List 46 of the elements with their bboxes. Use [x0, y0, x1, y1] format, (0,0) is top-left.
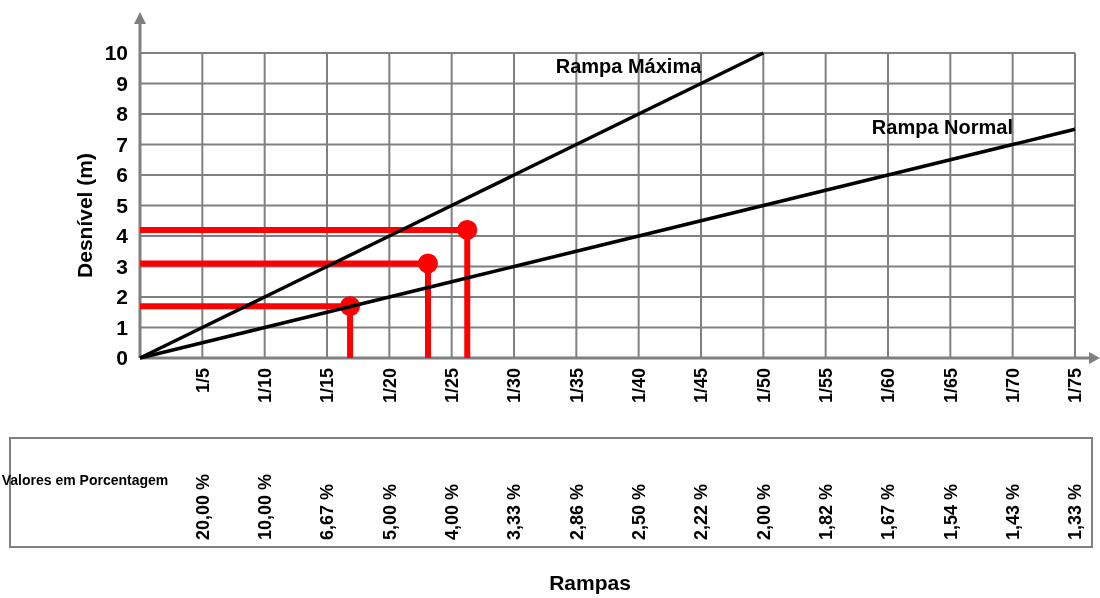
- text: 2,22 %: [691, 483, 712, 540]
- x-tick-label: 1/75: [1065, 368, 1086, 404]
- text: 2,00 %: [753, 483, 774, 540]
- y-tick-label: 10: [104, 41, 128, 65]
- text: 6,67 %: [317, 483, 338, 540]
- y-tick-label: 6: [116, 163, 128, 187]
- y-tick-label: 3: [116, 254, 128, 278]
- x-tick-label: 1/25: [441, 368, 462, 404]
- text: Valores em Porcentagem: [1, 472, 169, 488]
- text: 20,00 %: [192, 473, 213, 540]
- x-tick-label: 1/65: [940, 368, 961, 404]
- text: 1,54 %: [940, 483, 961, 540]
- text: Rampas: [549, 571, 631, 594]
- text: 4,00 %: [441, 483, 462, 540]
- x-tick-label: 1/70: [1002, 368, 1023, 404]
- y-tick-label: 1: [116, 315, 129, 339]
- text: 10,00 %: [254, 473, 275, 540]
- text: 5,00 %: [379, 483, 400, 540]
- text: 1,43 %: [1002, 483, 1023, 540]
- x-tick-label: 1/40: [628, 368, 649, 404]
- series-label: Rampa Normal: [871, 116, 1013, 139]
- series-label: Rampa Máxima: [555, 55, 703, 78]
- y-tick-label: 2: [116, 285, 128, 309]
- x-tick-label: 1/50: [753, 368, 774, 404]
- y-tick-label: 4: [116, 224, 129, 248]
- x-tick-label: 1/30: [504, 368, 525, 404]
- text: 1,67 %: [878, 483, 899, 540]
- x-tick-label: 1/5: [192, 368, 213, 394]
- x-tick-label: 1/60: [878, 368, 899, 404]
- text: 1,82 %: [815, 483, 836, 540]
- x-tick-label: 1/15: [317, 368, 338, 404]
- y-tick-label: 9: [116, 71, 128, 95]
- text: 1,33 %: [1065, 483, 1086, 540]
- y-axis-title: Desnível (m): [73, 153, 96, 278]
- x-tick-label: 1/55: [815, 368, 836, 404]
- text: 2,86 %: [566, 483, 587, 540]
- y-tick-label: 0: [116, 346, 128, 370]
- x-tick-label: 1/45: [691, 368, 712, 404]
- y-tick-label: 8: [116, 102, 129, 126]
- x-tick-label: 1/10: [254, 368, 275, 404]
- text: 2,50 %: [628, 483, 649, 540]
- x-tick-label: 1/20: [379, 368, 400, 404]
- x-tick-label: 1/35: [566, 368, 587, 404]
- y-tick-label: 5: [116, 193, 129, 217]
- text: 3,33 %: [504, 483, 525, 540]
- y-tick-label: 7: [116, 132, 128, 156]
